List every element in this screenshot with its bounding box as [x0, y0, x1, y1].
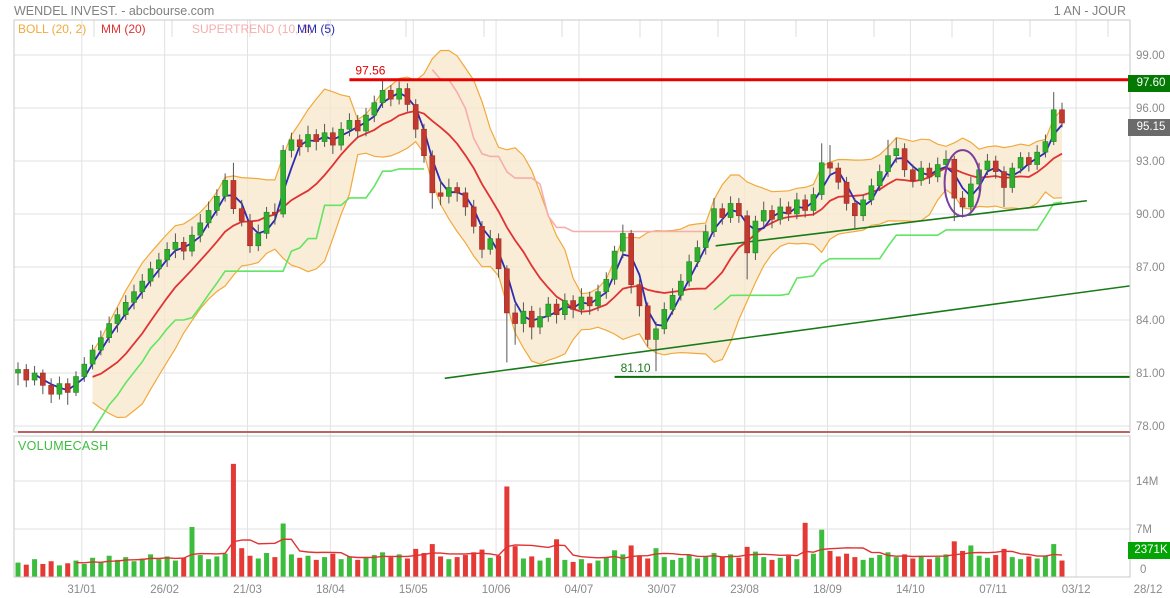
- price-axis-label: 96.00: [1136, 103, 1165, 115]
- legend-bollinger[interactable]: BOLL (20, 2): [18, 22, 87, 36]
- bollinger-band-fill: [92, 50, 1063, 418]
- date-axis-label: 23/08: [730, 584, 759, 596]
- price-axis-label: 87.00: [1136, 262, 1165, 274]
- price-panel-series: [15, 49, 1133, 432]
- trendline[interactable]: [715, 199, 1087, 247]
- volume-series: [15, 463, 1065, 577]
- date-axis-label: 10/06: [482, 584, 511, 596]
- volume-axis-label: 0: [1140, 564, 1146, 576]
- price-axis-label: 84.00: [1136, 315, 1165, 327]
- price-panel-border: [13, 19, 1131, 433]
- candlestick-series: [15, 80, 1065, 405]
- price-axis-label: 90.00: [1136, 209, 1165, 221]
- date-axis-label: 14/10: [896, 584, 925, 596]
- axis-labels: 99.00 96.00 93.00 90.00 87.00 84.00 81.00 78.00…: [67, 50, 1164, 596]
- mm20-line: [92, 110, 1063, 378]
- price-axis-label: 99.00: [1136, 50, 1165, 62]
- alert-line-label: 81.10: [621, 361, 651, 375]
- trendline[interactable]: [444, 285, 1133, 380]
- last-price-badge[interactable]: 95.15: [1128, 119, 1170, 136]
- date-axis-label: 04/07: [565, 584, 594, 596]
- date-axis-label: 03/12: [1062, 584, 1091, 596]
- date-axis-label: 18/04: [316, 584, 345, 596]
- legend-mm5[interactable]: MM (5): [297, 22, 335, 36]
- volume-axis-label: 14M: [1136, 476, 1158, 488]
- date-axis-label: 26/02: [150, 584, 179, 596]
- date-axis-label: 31/01: [67, 584, 96, 596]
- price-axis-label: 78.00: [1136, 421, 1165, 433]
- ellipse-annotation[interactable]: [943, 149, 982, 218]
- bollinger-lower: [92, 140, 1063, 419]
- last-volume-badge[interactable]: 2371K: [1128, 542, 1170, 559]
- timeframe-label: 1 AN - JOUR: [1053, 4, 1126, 18]
- date-axis-label: 07/11: [979, 584, 1007, 596]
- legend-mm20[interactable]: MM (20): [101, 22, 146, 36]
- price-axis-label: 93.00: [1136, 156, 1165, 168]
- volume-panel-border: [13, 435, 1131, 578]
- volume-panel-title: VOLUMECASH: [18, 439, 109, 453]
- alert-line-label: 97.56: [355, 64, 385, 78]
- legend-supertrend[interactable]: SUPERTREND (10, 3): [192, 22, 313, 36]
- resistance-price-badge[interactable]: 97.60: [1128, 75, 1170, 92]
- date-axis-label: 21/03: [233, 584, 262, 596]
- date-axis-label: 15/05: [399, 584, 428, 596]
- volume-ma-line: [75, 538, 1063, 564]
- date-axis-label: 18/09: [813, 584, 842, 596]
- price-axis-label: 81.00: [1136, 368, 1165, 380]
- volume-axis-label: 7M: [1136, 524, 1152, 536]
- date-axis-label: 30/07: [647, 584, 676, 596]
- date-axis-label: 28/12: [1134, 584, 1163, 596]
- page-title: WENDEL INVEST. - abcbourse.com: [14, 4, 215, 18]
- bollinger-upper: [92, 49, 1063, 352]
